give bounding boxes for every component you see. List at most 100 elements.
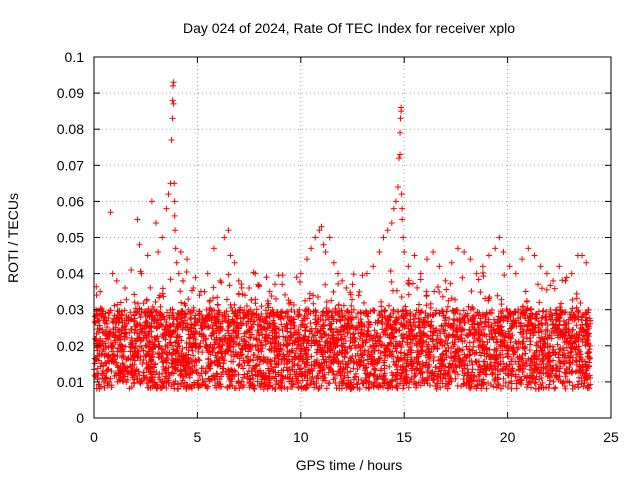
data-point <box>573 290 580 297</box>
data-point <box>384 382 391 389</box>
data-point <box>451 334 458 341</box>
data-point <box>159 384 166 391</box>
data-point <box>354 381 361 388</box>
data-point <box>144 252 151 259</box>
data-point <box>148 198 155 205</box>
data-point <box>339 379 346 386</box>
data-point <box>579 321 586 328</box>
data-point <box>272 324 279 331</box>
data-point <box>133 321 140 328</box>
data-point <box>172 378 179 385</box>
data-point <box>252 300 259 307</box>
data-point <box>555 354 562 361</box>
data-point <box>388 369 395 376</box>
data-point <box>479 380 486 387</box>
data-point <box>454 329 461 336</box>
data-point <box>112 359 119 366</box>
data-point <box>258 348 265 355</box>
data-point <box>573 338 580 345</box>
data-point <box>226 377 233 384</box>
data-point <box>507 339 514 346</box>
data-point <box>466 339 473 346</box>
data-point <box>344 307 351 314</box>
data-point <box>483 385 490 392</box>
data-point <box>509 348 516 355</box>
data-point <box>477 352 484 359</box>
data-point <box>248 368 255 375</box>
data-point <box>170 328 177 335</box>
data-point <box>454 245 461 252</box>
data-point <box>131 291 138 298</box>
data-point <box>479 263 486 270</box>
data-point <box>391 361 398 368</box>
data-point <box>488 322 495 329</box>
data-point <box>445 297 452 304</box>
data-point <box>165 328 172 335</box>
data-point <box>294 377 301 384</box>
data-point <box>397 364 404 371</box>
data-point <box>152 343 159 350</box>
data-point <box>431 288 438 295</box>
data-point <box>532 328 539 335</box>
x-tick-label: 10 <box>293 429 309 445</box>
data-point <box>254 321 261 328</box>
data-point <box>203 323 210 330</box>
data-point <box>196 330 203 337</box>
data-point <box>325 380 332 387</box>
data-point <box>361 362 368 369</box>
data-point <box>552 384 559 391</box>
data-point <box>107 330 114 337</box>
data-point <box>194 380 201 387</box>
data-point <box>497 361 504 368</box>
data-point <box>338 350 345 357</box>
data-point <box>373 360 380 367</box>
data-point <box>248 313 255 320</box>
data-point <box>327 335 334 342</box>
data-point <box>571 333 578 340</box>
data-point <box>307 310 314 317</box>
data-point <box>195 356 202 363</box>
data-point <box>410 335 417 342</box>
data-point <box>523 307 530 314</box>
data-point <box>475 334 482 341</box>
data-point <box>436 263 443 270</box>
data-point <box>427 304 434 311</box>
data-point <box>346 354 353 361</box>
data-point <box>202 336 209 343</box>
data-point <box>232 349 239 356</box>
data-point <box>543 317 550 324</box>
data-point <box>144 319 151 326</box>
data-point <box>189 347 196 354</box>
data-point <box>314 329 321 336</box>
data-point <box>556 365 563 372</box>
data-point <box>364 313 371 320</box>
data-point <box>297 352 304 359</box>
data-point <box>509 332 516 339</box>
data-point <box>333 336 340 343</box>
data-point <box>547 374 554 381</box>
data-point <box>525 245 532 252</box>
data-point <box>323 299 330 306</box>
data-point <box>240 374 247 381</box>
data-point <box>359 343 366 350</box>
data-point <box>123 312 130 319</box>
data-point <box>117 336 124 343</box>
data-point <box>405 263 412 270</box>
data-point <box>509 365 516 372</box>
data-point <box>250 357 257 364</box>
data-point <box>95 381 102 388</box>
data-point <box>288 332 295 339</box>
data-point <box>420 324 427 331</box>
data-point <box>394 366 401 373</box>
data-point <box>291 355 298 362</box>
data-point <box>136 310 143 317</box>
data-point <box>236 306 243 313</box>
data-point <box>550 330 557 337</box>
data-point <box>569 305 576 312</box>
data-point <box>302 307 309 314</box>
data-point <box>562 321 569 328</box>
data-point <box>412 372 419 379</box>
data-point <box>390 310 397 317</box>
data-point <box>256 317 263 324</box>
data-point <box>450 367 457 374</box>
